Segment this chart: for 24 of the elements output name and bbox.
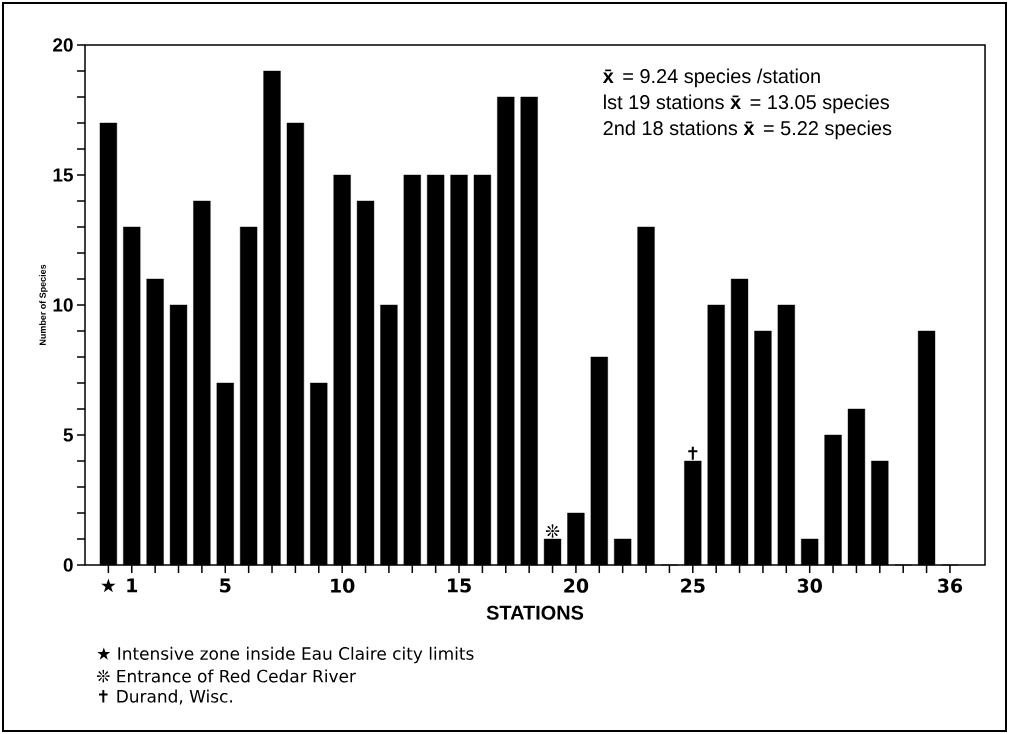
y-tick-label: 15 xyxy=(53,168,73,182)
annotation: lst 19 stations x̄ = 13.05 species xyxy=(604,94,890,114)
x-tick-label: 1 xyxy=(127,578,138,593)
text: ✝ Durand, Wisc. xyxy=(99,689,232,705)
annotation: ❊ xyxy=(545,524,560,538)
y-tick-label: 0 xyxy=(63,558,73,572)
y-tick-label: 20 xyxy=(53,38,73,52)
x-tick-label: 10 xyxy=(331,578,355,593)
x-tick-label: 20 xyxy=(564,578,589,593)
y-tick-label: 5 xyxy=(63,428,73,442)
x-tick-label: 15 xyxy=(448,578,471,593)
y-tick-label: 10 xyxy=(53,298,73,312)
y-axis-title: Number of Species xyxy=(39,264,48,345)
annotation: x̄ = 9.24 species /station xyxy=(602,68,820,88)
x-tick-label: 5 xyxy=(220,578,231,593)
text: ❊ Entrance of Red Cedar River xyxy=(96,669,356,683)
x-tick-label: 36 xyxy=(938,578,963,593)
text: ★ Intensive zone inside Eau Claire city limits xyxy=(97,646,474,664)
x-tick-label: 25 xyxy=(681,578,705,593)
x-tick-label: ★ xyxy=(101,578,116,593)
x-axis-title: STATIONS xyxy=(486,605,584,620)
annotation: 2nd 18 stations x̄ = 5.22 species xyxy=(603,120,892,140)
x-tick-label: 30 xyxy=(797,578,822,593)
annotation: ✝ xyxy=(688,446,698,460)
